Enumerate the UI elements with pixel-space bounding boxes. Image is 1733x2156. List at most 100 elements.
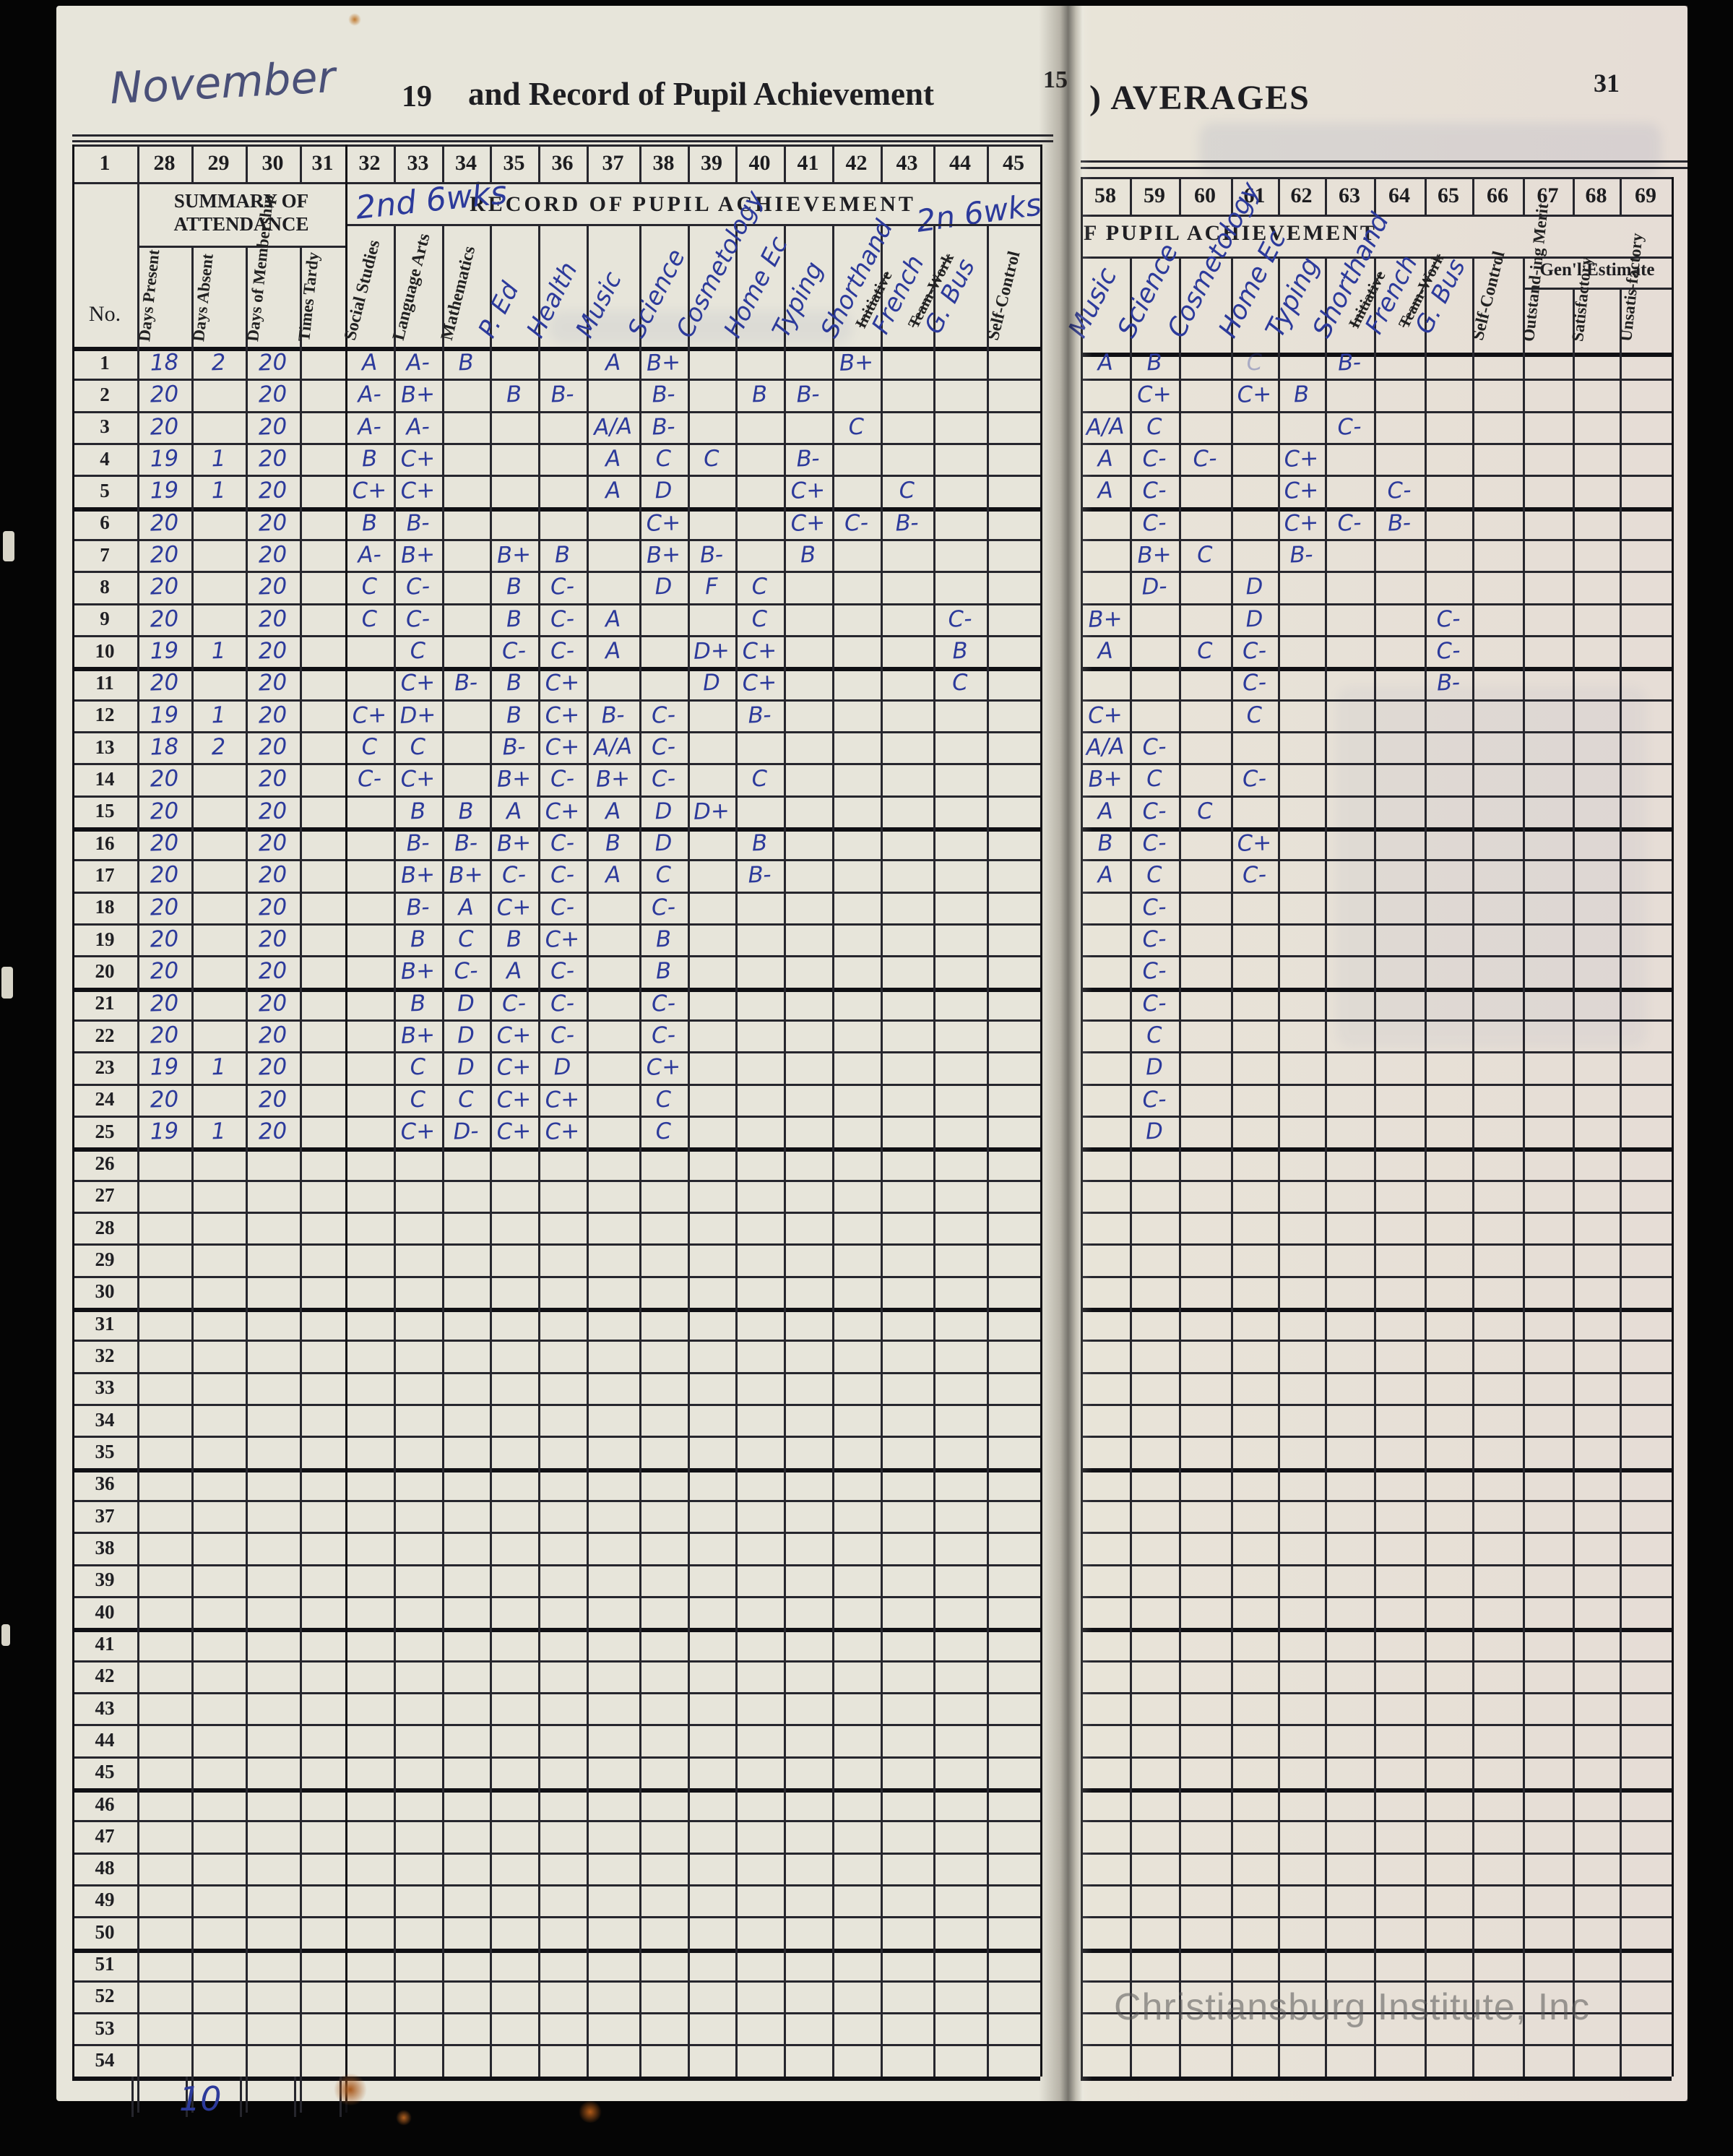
grid-line [186,2076,188,2117]
grade-cell-left: D [654,573,673,600]
grid-line [72,182,1040,184]
column-number: 64 [1388,184,1410,207]
row-number: 2 [100,383,110,405]
grade-cell-left: B- [454,829,478,857]
grade-cell-right: D [1145,1118,1164,1144]
column-number: 39 [701,151,722,175]
grade-cell-right: B- [1337,349,1362,376]
bleed-through-ghost [1199,123,1661,173]
column-number: 1 [99,151,111,175]
attendance-days-present: 19 [150,1117,179,1145]
attendance-days-present: 18 [150,733,179,761]
column-number: 29 [207,151,230,175]
attendance-days-membership: 20 [258,765,288,793]
grade-cell-left: B- [405,893,431,920]
grade-cell-right: C- [1141,797,1167,824]
grade-cell-right: C- [1141,989,1167,1017]
grade-cell-left: B- [600,701,626,728]
attendance-days-membership: 20 [258,413,288,440]
row-number: 18 [95,896,115,918]
grid-line [1081,1980,1672,1983]
grid-line [538,224,540,2077]
grade-cell-right: C- [1435,605,1461,632]
grid-line [1081,923,1672,926]
grade-cell-left: C+ [545,1085,580,1113]
row-number: 15 [95,800,115,822]
grid-line [72,987,1040,992]
grid-line [72,1788,1040,1793]
grade-cell-left: C- [501,989,527,1017]
grade-cell-left: C+ [352,477,387,504]
attendance-days-membership: 20 [258,701,288,728]
grid-line [1081,160,1687,163]
attendance-days-present: 20 [150,669,179,697]
grade-cell-right: C+ [1237,829,1272,857]
grid-line [72,1595,1040,1598]
grid-line [72,859,1040,862]
grid-line [240,2076,242,2117]
grid-line [246,246,248,2113]
row-number: 35 [95,1440,115,1462]
grade-cell-left: C- [651,765,676,793]
grade-cell-left: C+ [545,733,580,761]
grid-line [72,1852,1040,1855]
row-number: 40 [95,1600,115,1623]
attendance-days-present: 20 [150,509,179,536]
grade-cell-left: A [605,477,621,504]
grade-cell-left: C+ [545,925,580,953]
grid-line [72,1307,1040,1312]
grade-cell-left: C+ [496,893,532,921]
grid-line [1081,1564,1672,1566]
row-number: 3 [100,415,110,438]
attendance-days-present: 20 [150,1021,179,1049]
grid-line [1081,1115,1672,1118]
grade-cell-left: C- [651,989,676,1017]
grade-cell-right: C- [1141,926,1167,953]
grade-cell-left: C [655,445,672,473]
grid-line [1425,177,1427,215]
attendance-days-membership: 20 [258,669,288,697]
grid-line [1523,288,1672,290]
grid-line [72,1436,1040,1439]
grade-cell-left: C [655,1085,672,1113]
row-number: 12 [95,704,115,726]
row-number: 17 [95,863,115,886]
grid-line [1081,2076,1672,2081]
row-number: 25 [95,1120,115,1142]
grid-line [933,224,935,2077]
binding-hole [3,531,14,561]
grid-line [72,1724,1040,1727]
grid-line [72,1980,1040,1983]
grade-cell-right: C [1246,701,1263,728]
grade-cell-left: C- [550,605,575,632]
attendance-days-present: 19 [150,1053,179,1081]
grade-cell-left: C [899,477,915,504]
grid-line [1081,1051,1672,1054]
grade-cell-left: D+ [693,637,730,665]
grid-line [246,145,248,182]
column-number: 62 [1290,184,1313,207]
left-page-title: and Record of Pupil Achievement [468,76,934,112]
grid-line [1523,256,1525,2077]
attendance-days-present: 19 [150,477,179,504]
grid-line [1081,1211,1672,1214]
grid-line [72,763,1040,766]
grid-line [1179,177,1181,215]
column-number: 69 [1635,184,1656,207]
attendance-days-present: 20 [150,957,179,985]
grid-line [72,795,1040,798]
attendance-days-membership: 20 [258,797,288,824]
grid-line [1081,177,1672,179]
grid-line [1374,177,1376,215]
grade-cell-left: B [554,541,571,568]
grade-cell-right: C- [1141,509,1167,536]
attendance-days-membership: 20 [258,1117,288,1145]
grade-cell-left: C [751,573,768,600]
grid-line [72,955,1040,958]
grade-cell-left: C- [501,637,527,665]
row-number: 11 [95,671,114,694]
grade-cell-right: C+ [1237,381,1272,408]
grid-line [1081,1595,1672,1598]
grid-line [1081,2044,1672,2047]
row-number: 52 [95,1985,115,2007]
